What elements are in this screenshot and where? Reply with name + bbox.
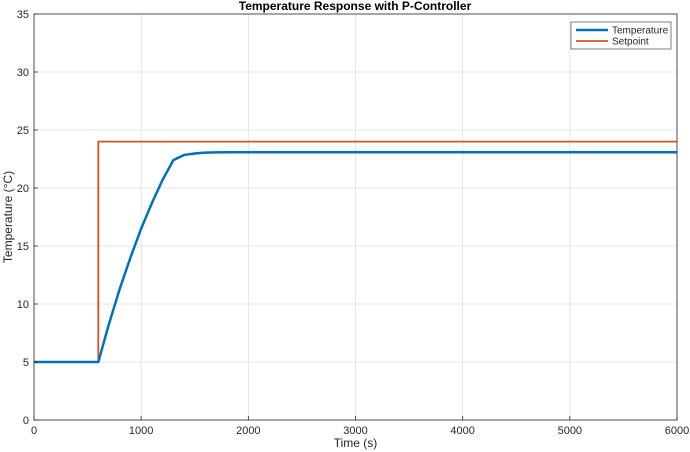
x-tick-label: 2000 [236, 425, 260, 437]
x-tick-label: 0 [31, 425, 37, 437]
legend: Temperature Setpoint [570, 21, 672, 50]
x-axis-label: Time (s) [334, 436, 378, 450]
y-tick-label: 25 [17, 125, 29, 137]
legend-label-temperature: Temperature [612, 26, 669, 37]
y-tick-label: 0 [23, 415, 29, 427]
y-tick-label: 10 [17, 299, 29, 311]
y-axis-ticks: 0 5 10 15 20 25 30 35 [17, 9, 38, 427]
y-axis-label: Temperature (°C) [1, 171, 15, 263]
x-tick-label: 5000 [558, 425, 582, 437]
x-tick-label: 6000 [665, 425, 689, 437]
chart-title: Temperature Response with P-Controller [239, 0, 472, 13]
legend-label-setpoint: Setpoint [612, 37, 649, 48]
x-tick-label: 3000 [343, 425, 367, 437]
legend-box [570, 21, 672, 50]
y-tick-label: 20 [17, 183, 29, 195]
grid-lines [33, 13, 678, 421]
x-tick-label: 1000 [129, 425, 153, 437]
y-tick-label: 35 [17, 9, 29, 21]
y-tick-label: 15 [17, 241, 29, 253]
x-axis-ticks: 0 1000 2000 3000 4000 5000 6000 [31, 416, 689, 437]
y-tick-label: 30 [17, 67, 29, 79]
series-layer [34, 140, 677, 364]
x-tick-label: 4000 [450, 425, 474, 437]
series-line-temperature [34, 151, 677, 364]
y-tick-label: 5 [23, 357, 29, 369]
